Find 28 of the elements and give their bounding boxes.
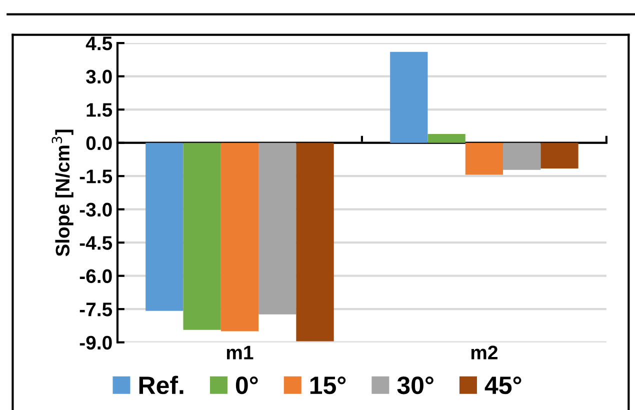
y-tick-label: -6.0 <box>80 269 112 284</box>
legend-label: 0° <box>236 376 258 394</box>
bar <box>220 142 259 332</box>
y-tick-label: 0.0 <box>86 136 112 150</box>
y-tick-label: 1.5 <box>86 103 112 117</box>
legend-label: 45° <box>484 376 522 394</box>
bar <box>540 142 578 169</box>
bar <box>390 52 428 143</box>
y-axis-title: Slope [N/cm$^{3}$] <box>52 130 74 256</box>
x-tick-label: m2 <box>471 346 498 360</box>
y-tick-label: -1.5 <box>80 170 112 184</box>
bar <box>296 142 334 342</box>
y-tick-label: 3.0 <box>86 70 112 84</box>
y-tick-label: -7.5 <box>80 302 112 316</box>
legend-label: Ref. <box>139 376 184 394</box>
y-tick-label: -3.0 <box>80 202 112 217</box>
bar <box>183 142 221 330</box>
y-tick-label: -9.0 <box>80 336 112 350</box>
bar <box>258 142 296 314</box>
legend-label: 15° <box>310 376 346 394</box>
x-tick-label: m1 <box>226 346 254 360</box>
bar <box>503 142 541 170</box>
y-tick-label: 4.5 <box>86 36 112 50</box>
bar <box>428 134 466 143</box>
y-tick-label: -4.5 <box>80 236 112 250</box>
bar <box>146 142 184 311</box>
legend-label: 30° <box>397 376 434 394</box>
bar <box>465 142 504 175</box>
